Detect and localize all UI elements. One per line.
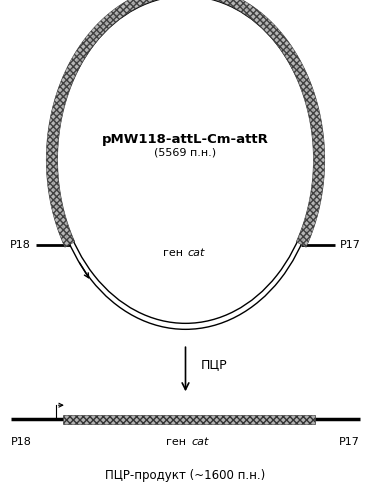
Text: P17: P17 xyxy=(339,437,360,447)
Text: ген: ген xyxy=(162,248,183,258)
Text: P18: P18 xyxy=(11,437,32,447)
Text: ген: ген xyxy=(166,437,186,447)
Text: (5569 п.н.): (5569 п.н.) xyxy=(154,147,217,157)
Text: pMW118-attL-Cm-attR: pMW118-attL-Cm-attR xyxy=(102,133,269,146)
Text: cat: cat xyxy=(192,437,209,447)
Text: P18: P18 xyxy=(10,240,31,250)
Text: ПЦР: ПЦР xyxy=(200,358,227,371)
Bar xyxy=(63,415,315,424)
Text: ПЦР-продукт (~1600 п.н.): ПЦР-продукт (~1600 п.н.) xyxy=(105,469,266,482)
Text: P17: P17 xyxy=(340,240,361,250)
Text: cat: cat xyxy=(188,248,205,258)
Polygon shape xyxy=(46,0,325,248)
